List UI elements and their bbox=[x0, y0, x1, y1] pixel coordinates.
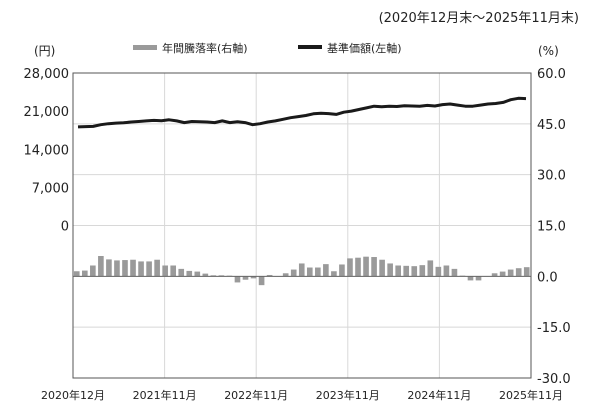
left-tick-label: 0 bbox=[61, 220, 69, 235]
bar bbox=[499, 271, 506, 277]
bar bbox=[451, 268, 458, 277]
bar bbox=[427, 260, 434, 277]
x-tick-label: 2020年12月 bbox=[41, 388, 105, 402]
bar bbox=[234, 276, 241, 283]
right-tick-label: 45.0 bbox=[537, 118, 566, 133]
left-tick-label: 28,000 bbox=[24, 67, 70, 82]
legend-line-swatch bbox=[298, 45, 322, 49]
legend-line-label: 基準価額(左軸) bbox=[327, 41, 402, 55]
right-tick-label: 60.0 bbox=[537, 67, 566, 82]
bar bbox=[395, 265, 401, 277]
bar bbox=[114, 260, 120, 277]
bar bbox=[315, 267, 321, 277]
gridlines bbox=[73, 72, 531, 379]
bar bbox=[379, 259, 385, 277]
right-tick-label: 30.0 bbox=[537, 169, 566, 184]
left-tick-label: 14,000 bbox=[24, 143, 70, 158]
bar bbox=[435, 266, 442, 277]
bar bbox=[475, 276, 482, 281]
bar bbox=[290, 269, 297, 277]
left-tick-label: 21,000 bbox=[24, 105, 70, 120]
right-tick-label: 0.0 bbox=[537, 270, 558, 285]
bar bbox=[81, 270, 88, 277]
bar bbox=[170, 265, 177, 277]
bar bbox=[507, 269, 514, 277]
x-tick-label: 2022年11月 bbox=[224, 388, 288, 402]
bar bbox=[130, 259, 136, 277]
bar bbox=[122, 260, 128, 277]
right-tick-label: -15.0 bbox=[537, 321, 571, 336]
right-tick-label: 15.0 bbox=[537, 220, 566, 235]
nav-line bbox=[77, 96, 527, 129]
x-tick-label: 2021年11月 bbox=[133, 388, 197, 402]
right-axis-unit: (%) bbox=[538, 44, 559, 58]
bar bbox=[218, 275, 225, 277]
bar bbox=[515, 268, 522, 277]
bar bbox=[323, 264, 329, 277]
bar bbox=[194, 271, 201, 277]
legend-bar-label: 年間騰落率(右軸) bbox=[162, 41, 248, 55]
plot-frame bbox=[72, 72, 532, 379]
x-tick-label: 2024年11月 bbox=[407, 388, 471, 402]
bar bbox=[339, 264, 345, 277]
line-series bbox=[77, 96, 527, 129]
bar bbox=[242, 276, 249, 280]
bar bbox=[363, 256, 369, 277]
bar bbox=[258, 276, 265, 286]
bar bbox=[73, 271, 80, 277]
bar bbox=[306, 267, 313, 277]
axes: -30.0 -15.0 0.0 15.0 30.0 45.0 60.0 0 7,000 14,00… bbox=[24, 67, 571, 402]
x-tick-label: 2025年11月 bbox=[499, 388, 563, 402]
bar bbox=[419, 265, 426, 277]
bar bbox=[282, 273, 289, 277]
bar bbox=[371, 257, 377, 277]
bar bbox=[347, 258, 353, 277]
bar bbox=[178, 268, 185, 277]
bar bbox=[331, 271, 337, 277]
left-tick-label: 7,000 bbox=[32, 181, 69, 196]
bar bbox=[90, 265, 96, 277]
legend-bar-swatch bbox=[133, 45, 157, 50]
bar bbox=[146, 261, 152, 277]
bar bbox=[523, 267, 530, 277]
left-axis-unit: (円) bbox=[34, 44, 55, 58]
x-tick-label: 2023年11月 bbox=[316, 388, 380, 402]
bar bbox=[98, 256, 104, 277]
bar bbox=[250, 276, 257, 279]
bar bbox=[186, 270, 193, 277]
bar bbox=[210, 275, 217, 277]
right-tick-label: -30.0 bbox=[537, 372, 571, 387]
bar bbox=[298, 263, 305, 277]
bar bbox=[202, 273, 209, 277]
bar bbox=[138, 261, 144, 277]
bar bbox=[443, 265, 450, 277]
bar bbox=[154, 259, 160, 277]
bar bbox=[491, 273, 498, 277]
bar bbox=[355, 257, 361, 277]
period-note: (2020年12月末～2025年11月末) bbox=[379, 11, 579, 26]
legend: 年間騰落率(右軸) 基準価額(左軸) bbox=[133, 41, 402, 55]
bar bbox=[411, 266, 418, 277]
bar bbox=[387, 263, 393, 277]
bar bbox=[162, 265, 168, 277]
bar bbox=[403, 265, 410, 277]
bar bbox=[266, 274, 273, 277]
bar-series bbox=[73, 256, 530, 286]
bar bbox=[467, 276, 474, 281]
bar bbox=[106, 259, 112, 277]
